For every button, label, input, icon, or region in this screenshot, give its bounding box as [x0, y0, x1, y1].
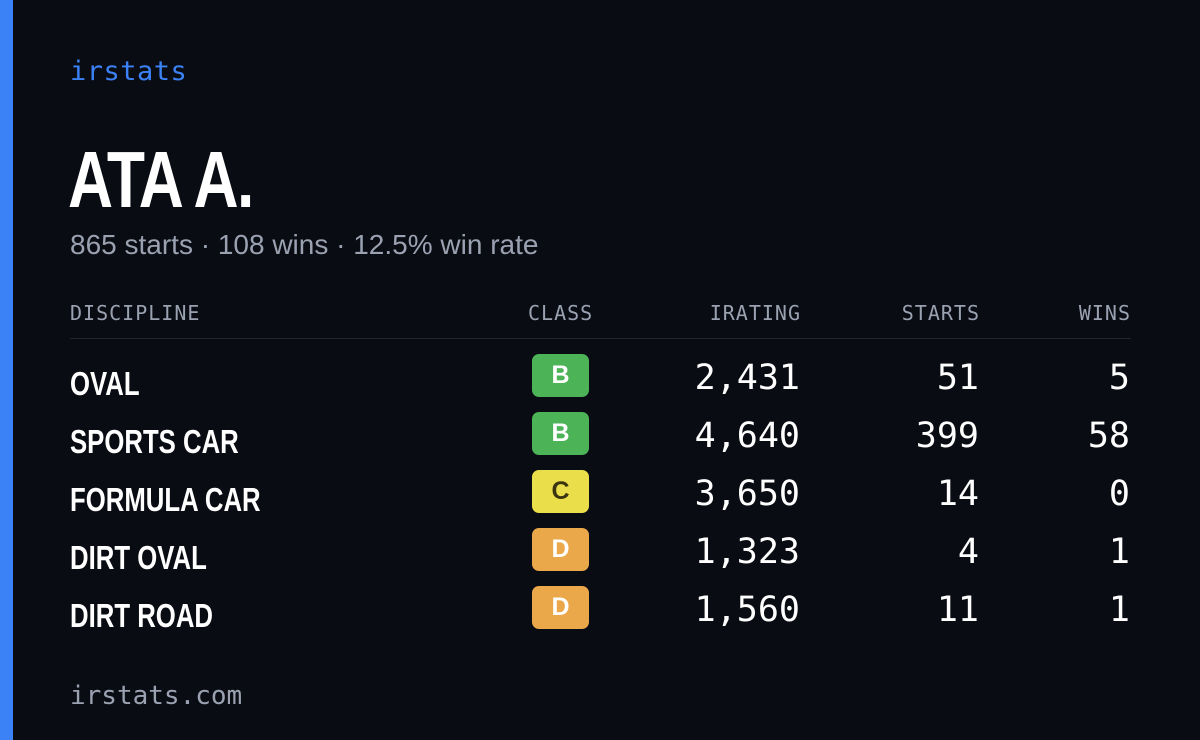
starts-value: 14 — [936, 474, 979, 514]
irating-value: 2,431 — [694, 358, 800, 398]
wins-value: 0 — [1108, 474, 1130, 514]
footer-url: irstats.com — [70, 681, 243, 711]
wins-value: 58 — [1087, 416, 1130, 456]
brand-logo: irstats — [70, 56, 188, 87]
table-row: DIRT OVAL D 1,323 4 1 — [70, 526, 1131, 584]
irating-value: 4,640 — [694, 416, 800, 456]
starts-value: 4 — [957, 532, 979, 572]
starts-value: 11 — [936, 590, 979, 630]
discipline-name: FORMULA CAR — [70, 481, 261, 518]
driver-summary: 865 starts · 108 wins · 12.5% win rate — [70, 229, 539, 260]
stats-table-body: OVAL B 2,431 51 5 SPORTS CAR B 4,640 399… — [70, 352, 1131, 642]
class-badge: C — [532, 470, 589, 513]
stats-table-header: DISCIPLINE CLASS IRATING STARTS WINS — [70, 300, 1131, 339]
class-badge: D — [532, 586, 589, 629]
table-row: FORMULA CAR C 3,650 14 0 — [70, 468, 1131, 526]
irating-value: 1,560 — [694, 590, 800, 630]
header-starts: STARTS — [901, 301, 980, 325]
class-badge: D — [532, 528, 589, 571]
table-row: OVAL B 2,431 51 5 — [70, 352, 1131, 410]
discipline-name: OVAL — [70, 365, 140, 402]
starts-value: 51 — [936, 358, 979, 398]
discipline-name: DIRT OVAL — [70, 539, 207, 576]
table-row: DIRT ROAD D 1,560 11 1 — [70, 584, 1131, 642]
table-row: SPORTS CAR B 4,640 399 58 — [70, 410, 1131, 468]
irating-value: 3,650 — [694, 474, 800, 514]
starts-value: 399 — [915, 416, 979, 456]
class-badge: B — [532, 354, 589, 397]
irating-value: 1,323 — [694, 532, 800, 572]
discipline-name: SPORTS CAR — [70, 423, 239, 460]
wins-value: 1 — [1108, 590, 1130, 630]
accent-bar — [0, 0, 13, 740]
driver-name: ATA A. — [68, 135, 254, 224]
header-class: CLASS — [528, 301, 594, 325]
discipline-name: DIRT ROAD — [70, 597, 213, 634]
wins-value: 5 — [1108, 358, 1130, 398]
header-wins: WINS — [1078, 301, 1131, 325]
class-badge: B — [532, 412, 589, 455]
wins-value: 1 — [1108, 532, 1130, 572]
header-discipline: DISCIPLINE — [70, 301, 201, 325]
header-irating: IRATING — [709, 301, 801, 325]
